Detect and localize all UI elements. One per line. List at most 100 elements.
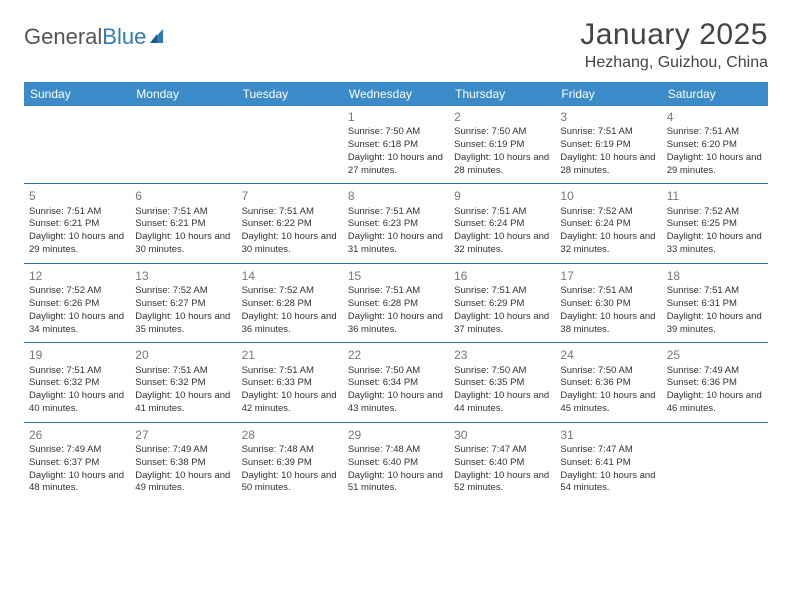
day-number: 27 (135, 427, 231, 443)
sunset-line: Sunset: 6:36 PM (667, 377, 763, 390)
daylight-line: Daylight: 10 hours and 29 minutes. (667, 152, 763, 178)
weekday-header: Sunday (24, 82, 130, 106)
daylight-line: Daylight: 10 hours and 27 minutes. (348, 152, 444, 178)
sunrise-line: Sunrise: 7:51 AM (29, 206, 125, 219)
logo-sail-icon (148, 27, 168, 47)
sunset-line: Sunset: 6:22 PM (242, 218, 338, 231)
page-header: GeneralBlue January 2025 Hezhang, Guizho… (24, 18, 768, 72)
sunrise-line: Sunrise: 7:51 AM (667, 126, 763, 139)
sunrise-line: Sunrise: 7:51 AM (348, 206, 444, 219)
calendar-day-cell: 16Sunrise: 7:51 AMSunset: 6:29 PMDayligh… (449, 263, 555, 342)
calendar-day-cell: 4Sunrise: 7:51 AMSunset: 6:20 PMDaylight… (662, 106, 768, 184)
daylight-line: Daylight: 10 hours and 49 minutes. (135, 470, 231, 496)
daylight-line: Daylight: 10 hours and 48 minutes. (29, 470, 125, 496)
day-number: 21 (242, 347, 338, 363)
sunrise-line: Sunrise: 7:48 AM (242, 444, 338, 457)
calendar-day-cell: 22Sunrise: 7:50 AMSunset: 6:34 PMDayligh… (343, 343, 449, 422)
day-number: 20 (135, 347, 231, 363)
day-number: 14 (242, 268, 338, 284)
calendar-page: GeneralBlue January 2025 Hezhang, Guizho… (0, 0, 792, 612)
daylight-line: Daylight: 10 hours and 32 minutes. (560, 231, 656, 257)
calendar-day-cell: 17Sunrise: 7:51 AMSunset: 6:30 PMDayligh… (555, 263, 661, 342)
calendar-day-cell (662, 422, 768, 501)
day-number: 30 (454, 427, 550, 443)
calendar-day-cell: 26Sunrise: 7:49 AMSunset: 6:37 PMDayligh… (24, 422, 130, 501)
calendar-day-cell: 8Sunrise: 7:51 AMSunset: 6:23 PMDaylight… (343, 184, 449, 263)
daylight-line: Daylight: 10 hours and 30 minutes. (135, 231, 231, 257)
day-number: 31 (560, 427, 656, 443)
daylight-line: Daylight: 10 hours and 39 minutes. (667, 311, 763, 337)
calendar-day-cell: 21Sunrise: 7:51 AMSunset: 6:33 PMDayligh… (237, 343, 343, 422)
weekday-header: Saturday (662, 82, 768, 106)
sunset-line: Sunset: 6:25 PM (667, 218, 763, 231)
day-number: 15 (348, 268, 444, 284)
calendar-day-cell: 18Sunrise: 7:51 AMSunset: 6:31 PMDayligh… (662, 263, 768, 342)
sunrise-line: Sunrise: 7:51 AM (135, 206, 231, 219)
sunrise-line: Sunrise: 7:49 AM (135, 444, 231, 457)
sunrise-line: Sunrise: 7:50 AM (348, 365, 444, 378)
sunset-line: Sunset: 6:30 PM (560, 298, 656, 311)
sunset-line: Sunset: 6:18 PM (348, 139, 444, 152)
day-number: 17 (560, 268, 656, 284)
sunset-line: Sunset: 6:38 PM (135, 457, 231, 470)
sunrise-line: Sunrise: 7:49 AM (667, 365, 763, 378)
sunset-line: Sunset: 6:28 PM (348, 298, 444, 311)
sunset-line: Sunset: 6:40 PM (348, 457, 444, 470)
sunrise-line: Sunrise: 7:51 AM (135, 365, 231, 378)
sunrise-line: Sunrise: 7:51 AM (667, 285, 763, 298)
daylight-line: Daylight: 10 hours and 28 minutes. (454, 152, 550, 178)
sunrise-line: Sunrise: 7:47 AM (560, 444, 656, 457)
daylight-line: Daylight: 10 hours and 40 minutes. (29, 390, 125, 416)
sunset-line: Sunset: 6:26 PM (29, 298, 125, 311)
sunset-line: Sunset: 6:24 PM (560, 218, 656, 231)
daylight-line: Daylight: 10 hours and 28 minutes. (560, 152, 656, 178)
day-number: 25 (667, 347, 763, 363)
calendar-day-cell: 12Sunrise: 7:52 AMSunset: 6:26 PMDayligh… (24, 263, 130, 342)
logo: GeneralBlue (24, 18, 168, 50)
sunrise-line: Sunrise: 7:50 AM (454, 126, 550, 139)
sunset-line: Sunset: 6:36 PM (560, 377, 656, 390)
day-number: 18 (667, 268, 763, 284)
logo-text-blue: Blue (102, 24, 146, 49)
daylight-line: Daylight: 10 hours and 51 minutes. (348, 470, 444, 496)
daylight-line: Daylight: 10 hours and 36 minutes. (242, 311, 338, 337)
day-number: 23 (454, 347, 550, 363)
sunrise-line: Sunrise: 7:48 AM (348, 444, 444, 457)
sunrise-line: Sunrise: 7:51 AM (454, 206, 550, 219)
calendar-day-cell: 1Sunrise: 7:50 AMSunset: 6:18 PMDaylight… (343, 106, 449, 184)
daylight-line: Daylight: 10 hours and 38 minutes. (560, 311, 656, 337)
sunset-line: Sunset: 6:34 PM (348, 377, 444, 390)
calendar-week-row: 19Sunrise: 7:51 AMSunset: 6:32 PMDayligh… (24, 343, 768, 422)
sunrise-line: Sunrise: 7:50 AM (454, 365, 550, 378)
day-number: 29 (348, 427, 444, 443)
sunset-line: Sunset: 6:32 PM (135, 377, 231, 390)
logo-text: GeneralBlue (24, 24, 146, 50)
sunrise-line: Sunrise: 7:49 AM (29, 444, 125, 457)
day-number: 1 (348, 109, 444, 125)
calendar-day-cell: 24Sunrise: 7:50 AMSunset: 6:36 PMDayligh… (555, 343, 661, 422)
weekday-header: Friday (555, 82, 661, 106)
sunrise-line: Sunrise: 7:52 AM (242, 285, 338, 298)
calendar-day-cell: 10Sunrise: 7:52 AMSunset: 6:24 PMDayligh… (555, 184, 661, 263)
logo-text-gray: General (24, 24, 102, 49)
sunrise-line: Sunrise: 7:50 AM (348, 126, 444, 139)
sunset-line: Sunset: 6:35 PM (454, 377, 550, 390)
day-number: 9 (454, 188, 550, 204)
calendar-day-cell: 31Sunrise: 7:47 AMSunset: 6:41 PMDayligh… (555, 422, 661, 501)
daylight-line: Daylight: 10 hours and 37 minutes. (454, 311, 550, 337)
calendar-day-cell: 6Sunrise: 7:51 AMSunset: 6:21 PMDaylight… (130, 184, 236, 263)
day-number: 10 (560, 188, 656, 204)
calendar-day-cell (24, 106, 130, 184)
location-subtitle: Hezhang, Guizhou, China (580, 54, 768, 72)
calendar-day-cell: 7Sunrise: 7:51 AMSunset: 6:22 PMDaylight… (237, 184, 343, 263)
sunset-line: Sunset: 6:23 PM (348, 218, 444, 231)
day-number: 11 (667, 188, 763, 204)
calendar-day-cell: 27Sunrise: 7:49 AMSunset: 6:38 PMDayligh… (130, 422, 236, 501)
day-number: 22 (348, 347, 444, 363)
weekday-header: Wednesday (343, 82, 449, 106)
daylight-line: Daylight: 10 hours and 52 minutes. (454, 470, 550, 496)
calendar-day-cell: 29Sunrise: 7:48 AMSunset: 6:40 PMDayligh… (343, 422, 449, 501)
sunrise-line: Sunrise: 7:51 AM (560, 126, 656, 139)
sunset-line: Sunset: 6:39 PM (242, 457, 338, 470)
daylight-line: Daylight: 10 hours and 45 minutes. (560, 390, 656, 416)
